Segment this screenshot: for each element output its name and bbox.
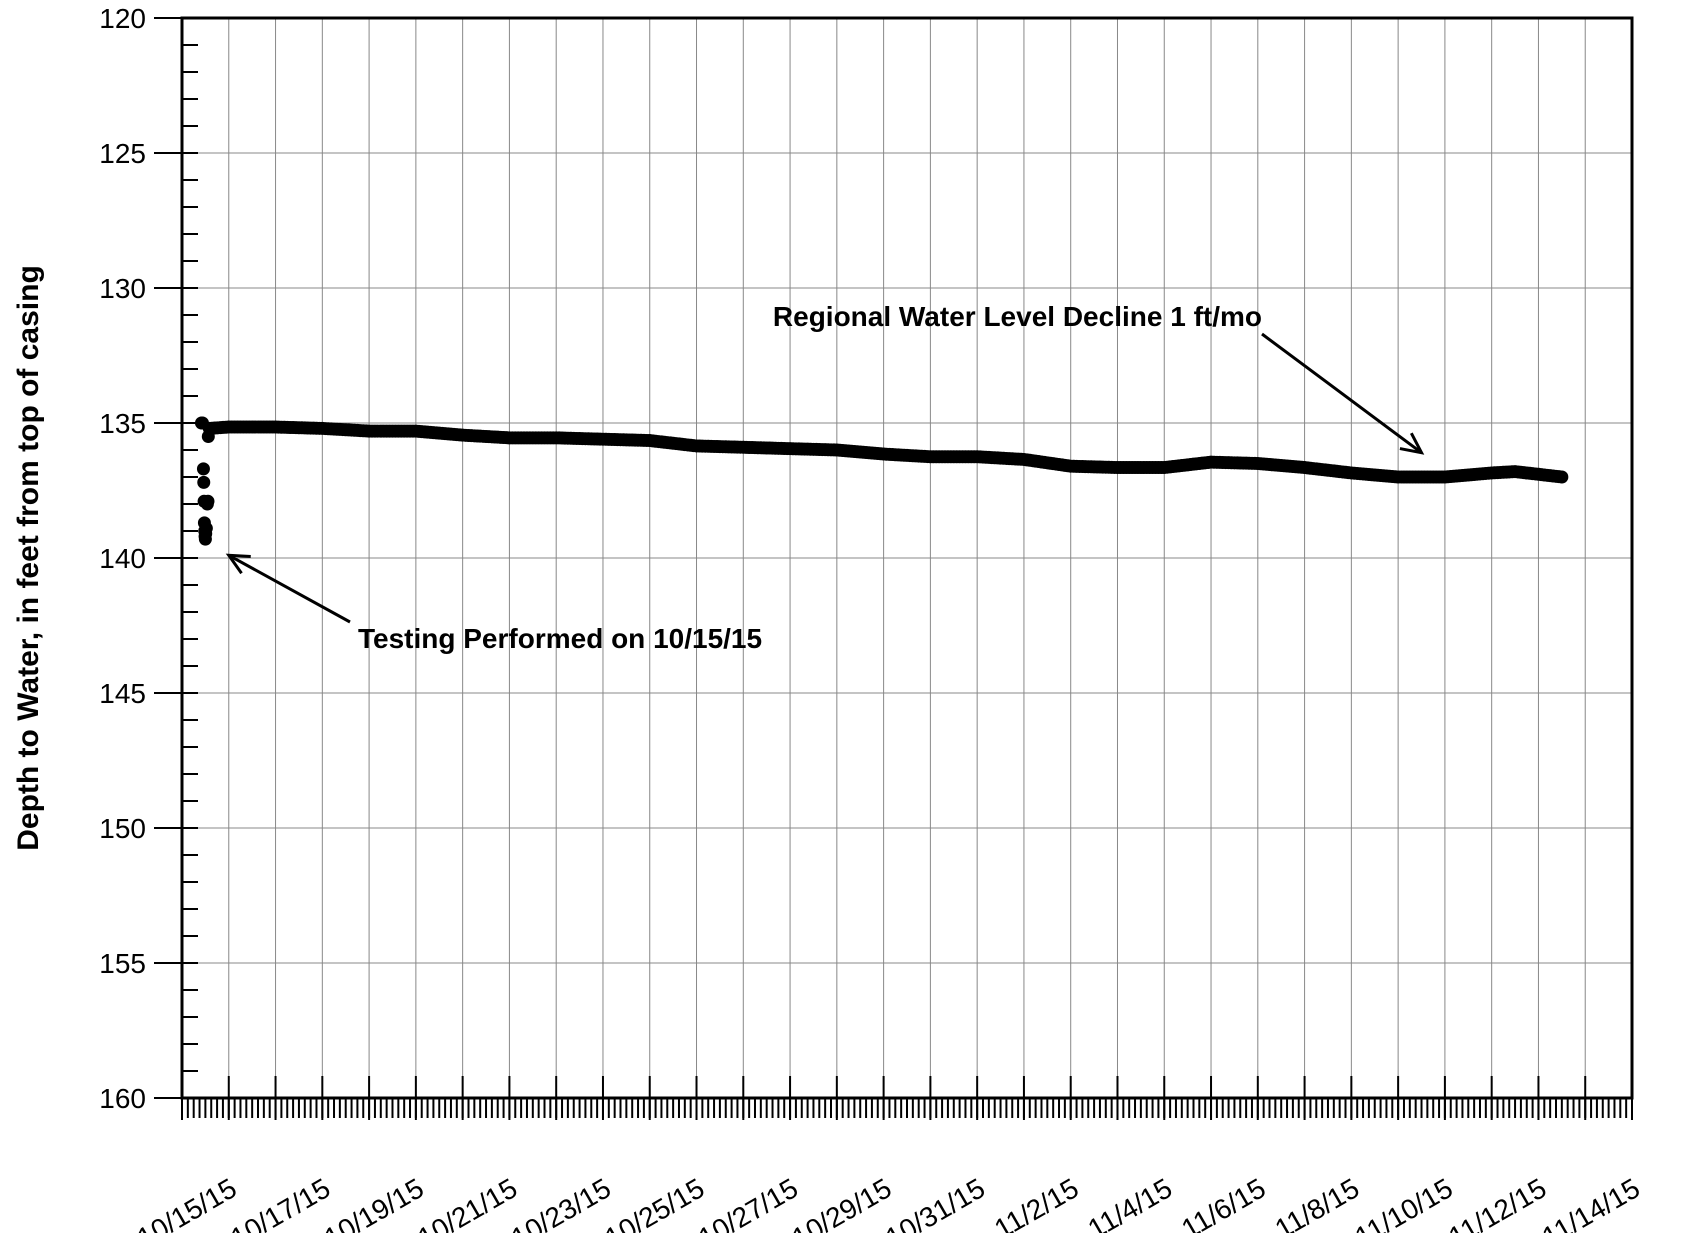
data-point: [1552, 470, 1566, 484]
y-tick-label: 150: [99, 813, 146, 844]
y-tick-label: 135: [99, 408, 146, 439]
annotation-label: Testing Performed on 10/15/15: [358, 623, 762, 654]
y-tick-label: 120: [99, 3, 146, 34]
y-axis-title: Depth to Water, in feet from top of casi…: [12, 265, 45, 851]
y-tick-label: 160: [99, 1083, 146, 1114]
plot-frame: [180, 16, 1634, 1100]
grid-lines: [181, 17, 1633, 1099]
annotations: Regional Water Level Decline 1 ft/mo Test…: [225, 301, 1425, 654]
y-tick-label: 130: [99, 273, 146, 304]
annotation-arrow: [1261, 332, 1423, 454]
data-point: [201, 494, 215, 508]
y-tick-label: 145: [99, 678, 146, 709]
y-tick-label: 140: [99, 543, 146, 574]
annotation-arrowhead: [1399, 432, 1425, 455]
annotation-arrow: [228, 553, 351, 624]
annotation-arrowhead: [225, 553, 251, 575]
y-axis-tick-labels: 120 125 130 135 140 145 150 155 160: [99, 3, 146, 1114]
annotation-label: Regional Water Level Decline 1 ft/mo: [773, 301, 1262, 332]
data-point: [197, 475, 211, 489]
y-tick-label: 155: [99, 948, 146, 979]
y-tick-label: 125: [99, 138, 146, 169]
data-point: [196, 462, 210, 476]
data-series: [194, 416, 1569, 546]
data-point: [199, 521, 213, 535]
